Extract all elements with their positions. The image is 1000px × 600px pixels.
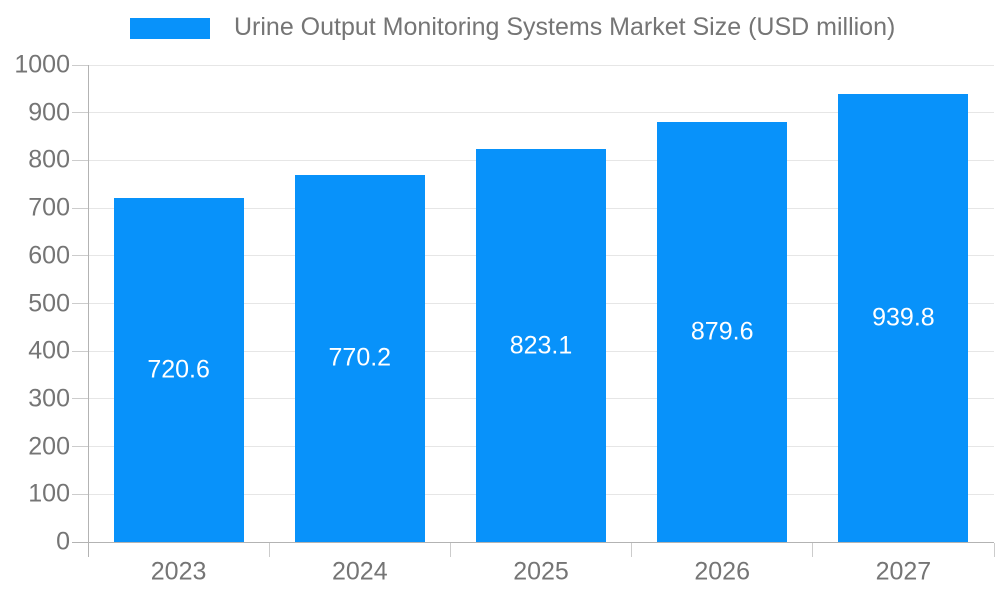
bar-2027 (838, 93, 969, 542)
y-tick-label: 1000 (14, 50, 70, 79)
x-tick-label: 2023 (150, 557, 207, 586)
x-tick-label: 2026 (694, 557, 750, 586)
y-tick-label: 600 (28, 241, 70, 270)
gridline (88, 64, 994, 66)
y-tick-label: 300 (28, 384, 70, 413)
x-axis-tick (449, 543, 451, 557)
y-tick-label: 500 (28, 289, 70, 317)
y-tick-label: 700 (28, 193, 70, 222)
x-axis-tick (631, 543, 633, 557)
bar-value-label: 770.2 (328, 343, 392, 372)
bar-2024 (294, 174, 425, 542)
bar-value-label: 939.8 (872, 303, 935, 332)
y-axis-tick (72, 159, 88, 161)
y-axis-tick (72, 350, 88, 352)
y-axis-tick (72, 493, 88, 495)
bar-value-label: 720.6 (147, 355, 210, 384)
y-tick-label: 800 (28, 145, 70, 174)
y-axis-tick (72, 303, 88, 304)
x-axis-tick (993, 543, 995, 557)
x-axis-line (72, 541, 994, 543)
y-axis-tick (72, 64, 88, 66)
y-tick-label: 100 (28, 479, 70, 508)
x-axis-tick (268, 543, 270, 557)
y-tick-label: 200 (28, 432, 70, 461)
x-axis-tick (812, 543, 814, 557)
bar-value-label: 879.6 (690, 317, 754, 346)
y-tick-label: 400 (28, 336, 70, 365)
x-tick-label: 2027 (875, 557, 932, 586)
bar-2025 (476, 149, 606, 542)
bar-2023 (113, 198, 244, 542)
y-axis-line (87, 65, 89, 557)
y-tick-label: 0 (56, 527, 70, 556)
chart-title: Urine Output Monitoring Systems Market S… (234, 12, 896, 41)
bar-value-label: 823.1 (509, 331, 573, 360)
x-tick-label: 2024 (331, 557, 388, 586)
gridline (88, 112, 994, 114)
legend-swatch (130, 18, 210, 39)
bar-2026 (657, 122, 788, 542)
y-axis-tick (72, 446, 88, 448)
y-axis-tick (72, 207, 88, 209)
y-tick-label: 900 (28, 98, 70, 127)
y-axis-tick (72, 255, 88, 257)
y-axis-tick (72, 398, 88, 400)
x-tick-label: 2025 (513, 557, 569, 586)
y-axis-tick (72, 112, 88, 114)
